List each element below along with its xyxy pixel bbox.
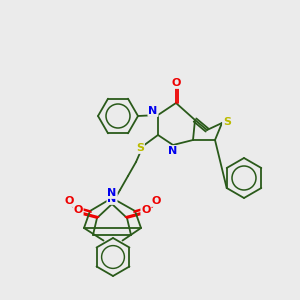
- Text: O: O: [151, 196, 161, 206]
- Text: O: O: [73, 205, 83, 215]
- Text: N: N: [107, 188, 117, 198]
- Text: N: N: [148, 106, 158, 116]
- Text: N: N: [168, 146, 178, 156]
- Text: O: O: [171, 78, 181, 88]
- Text: O: O: [64, 196, 74, 206]
- Text: N: N: [107, 194, 117, 204]
- Text: S: S: [223, 117, 231, 127]
- Text: S: S: [136, 143, 144, 153]
- Text: O: O: [141, 205, 151, 215]
